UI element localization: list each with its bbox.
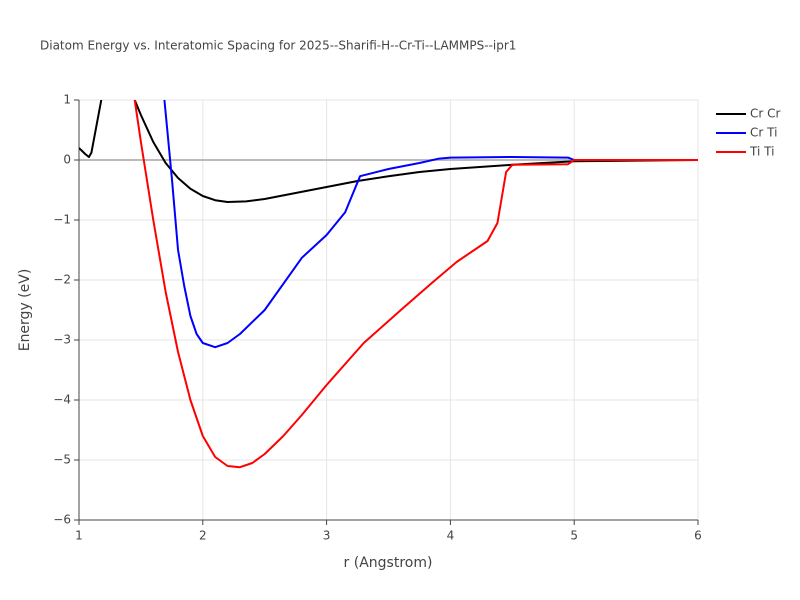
- x-tick-label: 4: [447, 529, 455, 543]
- y-tick-label: 1: [63, 93, 71, 107]
- y-axis-title: Energy (eV): [17, 269, 33, 352]
- legend-label: Cr Cr: [750, 107, 781, 121]
- x-axis-title: r (Angstrom): [344, 555, 433, 571]
- x-tick-label: 6: [694, 529, 702, 543]
- x-tick-label: 3: [323, 529, 331, 543]
- y-tick-label: −5: [53, 453, 71, 467]
- legend: Cr Cr Cr Ti Ti Ti: [716, 107, 781, 159]
- y-tick-label: −2: [53, 273, 71, 287]
- series-line: [79, 100, 698, 203]
- chart-title: Diatom Energy vs. Interatomic Spacing fo…: [40, 39, 516, 53]
- y-tick-label: −6: [53, 513, 71, 527]
- plot-area: [79, 100, 698, 469]
- y-tick-label: −1: [53, 213, 71, 227]
- x-tick-label: 1: [75, 529, 83, 543]
- y-tick-label: −3: [53, 333, 71, 347]
- y-tick-label: 0: [63, 153, 71, 167]
- x-tick-label: 2: [199, 529, 207, 543]
- series-line: [133, 100, 698, 469]
- legend-label: Ti Ti: [749, 145, 774, 159]
- y-tick-label: −4: [53, 393, 71, 407]
- legend-label: Cr Ti: [750, 126, 777, 140]
- series-line: [163, 100, 575, 349]
- grid: [74, 99, 699, 525]
- x-tick-label: 5: [570, 529, 578, 543]
